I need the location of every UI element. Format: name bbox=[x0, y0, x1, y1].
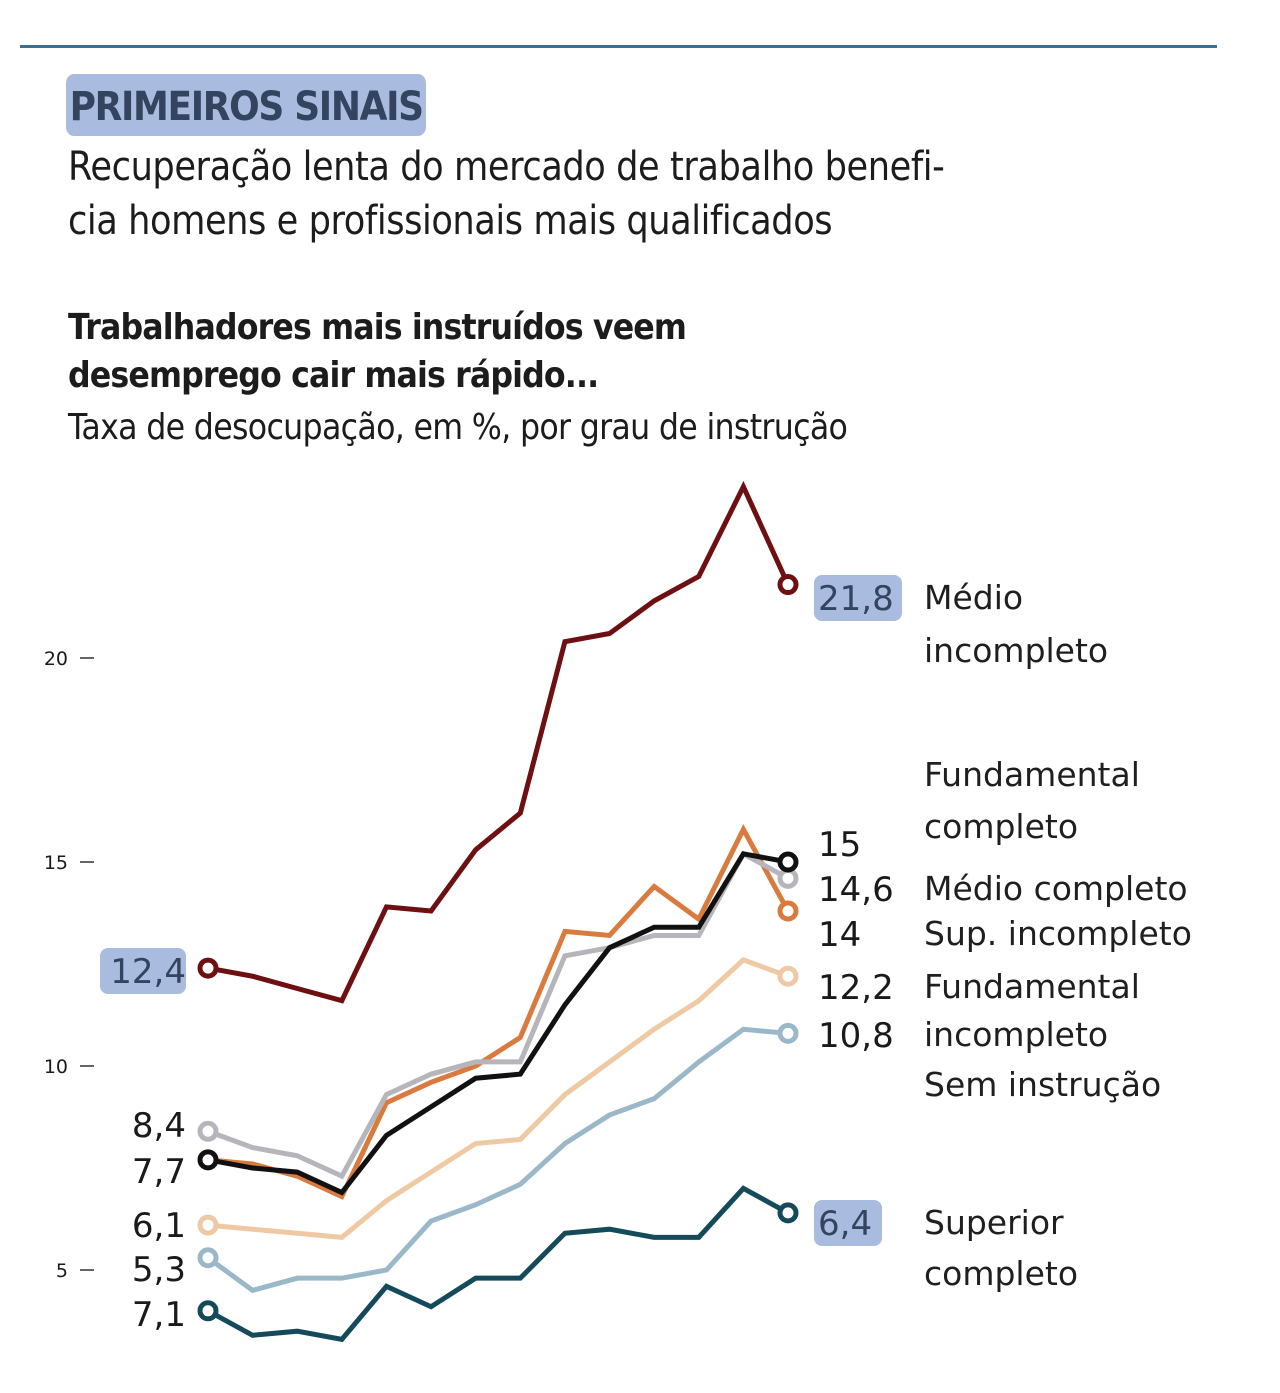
end-marker-sup-incompleto bbox=[777, 900, 799, 922]
y-tick-label: 15 bbox=[44, 852, 68, 874]
chart-title: Trabalhadores mais instruídos veem desem… bbox=[68, 304, 687, 400]
end-marker-medio-completo bbox=[777, 867, 799, 889]
y-axis: 5 10 15 20 bbox=[44, 648, 94, 1282]
series-line-superior-completo bbox=[206, 1185, 790, 1343]
end-value-label-sem-instrucao: 10,8 bbox=[818, 1016, 894, 1056]
legend-label-sem-instrucao: Sem instrução bbox=[924, 1065, 1161, 1104]
y-tick-label: 10 bbox=[44, 1056, 68, 1078]
end-marker-sem-instrucao bbox=[777, 1022, 799, 1044]
legend-label-sup-incompleto: Sup. incompleto bbox=[924, 914, 1192, 953]
end-marker-fundamental-incompleto bbox=[777, 965, 799, 987]
chart-title-line-2: desemprego cair mais rápido... bbox=[68, 355, 599, 396]
label-highlights bbox=[100, 575, 902, 1246]
series-line-sem-instrucao bbox=[206, 1026, 789, 1294]
end-value-label-fundamental-incompleto: 12,2 bbox=[818, 968, 894, 1008]
start-marker-sem-instrucao bbox=[197, 1247, 219, 1269]
end-value-label-superior-completo: 6,4 bbox=[818, 1204, 872, 1244]
start-marker-superior-completo bbox=[197, 1300, 219, 1322]
legend-label-fundamental-incompleto: incompleto bbox=[924, 1015, 1108, 1054]
start-value-label-medio-completo: 8,4 bbox=[132, 1106, 186, 1146]
legend-label-superior-completo: Superior bbox=[924, 1203, 1064, 1242]
start-marker-fundamental-completo bbox=[197, 1149, 219, 1171]
chart-title-line-1: Trabalhadores mais instruídos veem bbox=[68, 307, 687, 348]
end-value-label-sup-incompleto: 14 bbox=[818, 915, 861, 955]
start-value-label-sem-instrucao: 5,3 bbox=[132, 1250, 186, 1290]
end-label-highlight bbox=[814, 575, 902, 621]
kicker-label: PRIMEIROS SINAIS bbox=[66, 74, 427, 136]
end-marker-fundamental-completo bbox=[777, 851, 799, 873]
legend-label-medio-completo: Médio completo bbox=[924, 869, 1188, 908]
start-marker-fundamental-incompleto bbox=[197, 1214, 219, 1236]
start-value-label-superior-completo: 7,1 bbox=[132, 1295, 186, 1335]
end-label-highlight bbox=[814, 1200, 882, 1246]
series-line-sup-incompleto bbox=[207, 823, 791, 1200]
legend-label-superior-completo: completo bbox=[924, 1254, 1078, 1293]
legend-label-medio-incompleto: Médio bbox=[924, 578, 1023, 617]
series-line-medio-completo bbox=[207, 850, 790, 1180]
series-lines bbox=[197, 480, 799, 1343]
start-marker-medio-completo bbox=[197, 1120, 219, 1142]
legend-label-fundamental-incompleto: Fundamental bbox=[924, 967, 1140, 1006]
y-tick-label: 20 bbox=[44, 648, 68, 670]
start-value-label-fundamental-completo: 7,7 bbox=[132, 1152, 186, 1192]
start-label-highlight bbox=[100, 948, 186, 994]
series-line-fundamental-completo bbox=[207, 851, 789, 1196]
end-value-label-medio-completo: 14,6 bbox=[818, 870, 894, 910]
end-value-label-fundamental-completo: 15 bbox=[818, 825, 861, 865]
legend-label-fundamental-completo: Fundamental bbox=[924, 755, 1140, 794]
start-value-label-medio-incompleto: 12,4 bbox=[110, 952, 186, 992]
legend-label-medio-incompleto: incompleto bbox=[924, 631, 1108, 670]
y-tick-label: 5 bbox=[56, 1260, 68, 1282]
headline-line-1: Recuperação lenta do mercado de trabalho… bbox=[68, 144, 945, 190]
top-rule bbox=[20, 45, 1217, 48]
end-value-label-medio-incompleto: 21,8 bbox=[818, 579, 894, 619]
headline-line-2: cia homens e profissionais mais qualific… bbox=[68, 198, 833, 244]
series-labels: 5,3 10,8 Sem instrução 6,1 12,2 Fundamental in… bbox=[110, 578, 1192, 1335]
end-marker-superior-completo bbox=[777, 1202, 799, 1224]
end-marker-medio-incompleto bbox=[777, 574, 799, 596]
series-line-fundamental-incompleto bbox=[207, 957, 789, 1240]
start-marker-medio-incompleto bbox=[197, 957, 219, 979]
start-value-label-fundamental-incompleto: 6,1 bbox=[132, 1206, 186, 1246]
series-line-medio-incompleto bbox=[207, 480, 791, 1004]
chart-subtitle: Taxa de desocupação, em %, por grau de i… bbox=[68, 407, 848, 448]
legend-label-fundamental-completo: completo bbox=[924, 807, 1078, 846]
headline: Recuperação lenta do mercado de trabalho… bbox=[68, 140, 1080, 248]
